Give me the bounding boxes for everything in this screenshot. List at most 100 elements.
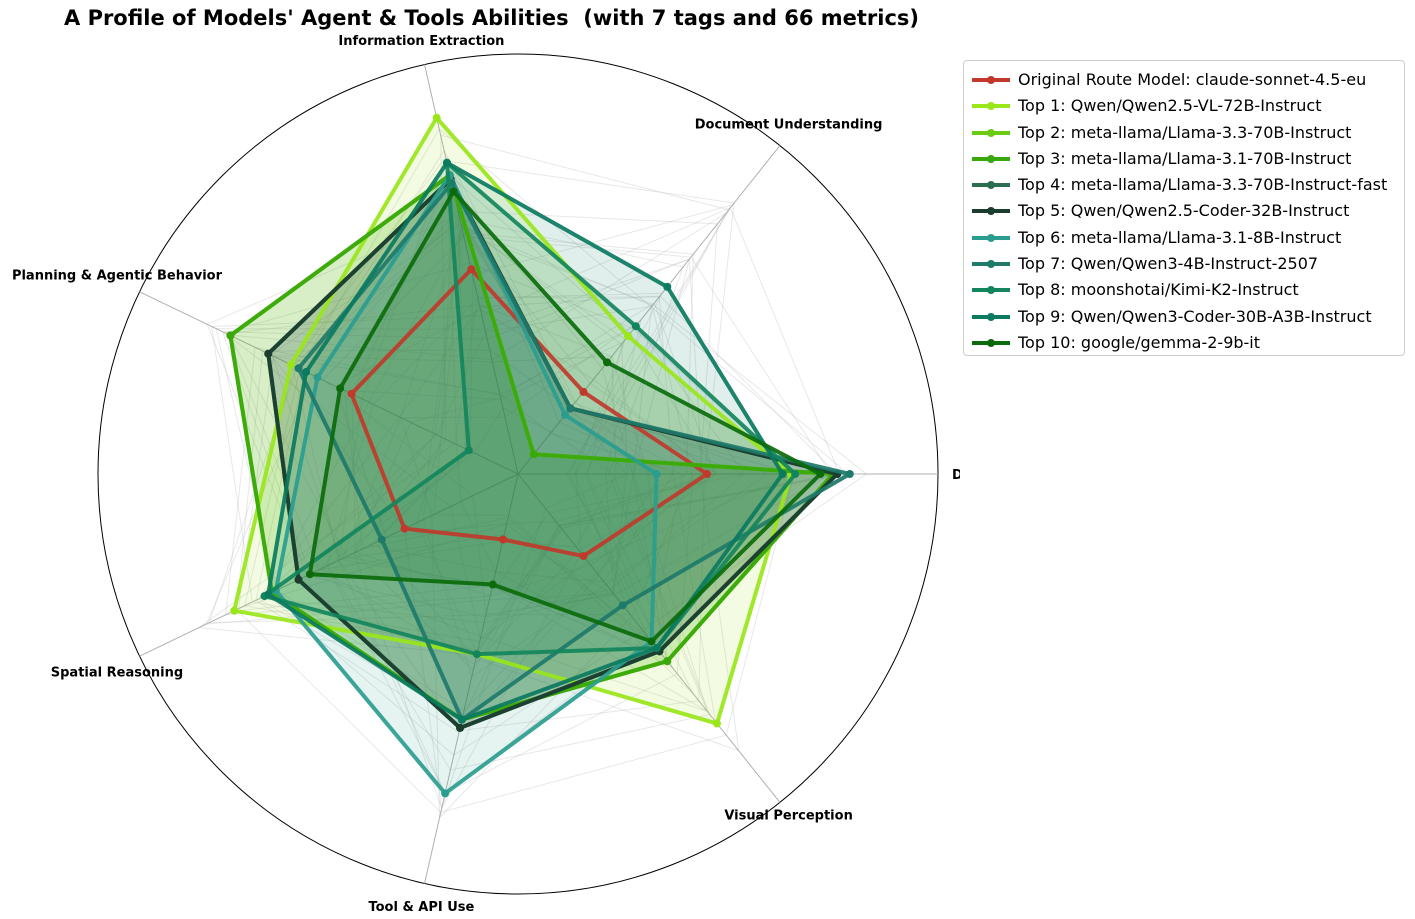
series-point xyxy=(457,715,466,724)
legend-item: Top 4: meta-llama/Llama-3.3-70B-Instruct… xyxy=(964,171,1404,197)
series-fill xyxy=(298,183,850,720)
series-point xyxy=(579,552,588,561)
series-point xyxy=(499,535,508,544)
background-trace xyxy=(259,305,653,624)
background-trace xyxy=(228,211,728,657)
series-point xyxy=(449,187,458,196)
legend-swatch xyxy=(972,207,1010,216)
series-point xyxy=(663,657,672,666)
series-point xyxy=(579,387,588,396)
legend-item: Top 10: google/gemma-2-9b-it xyxy=(964,329,1404,355)
axis-label: Tool & API Use xyxy=(368,900,474,915)
series-fill xyxy=(264,162,796,655)
series-point xyxy=(441,789,450,798)
series-point xyxy=(652,470,661,478)
legend-swatch xyxy=(972,76,1010,84)
legend-swatch xyxy=(972,260,1010,269)
series-point xyxy=(566,404,575,413)
series-point xyxy=(791,470,800,478)
series-point xyxy=(294,364,303,373)
chart-title: A Profile of Models' Agent & Tools Abili… xyxy=(64,6,920,30)
background-trace xyxy=(221,258,709,713)
background-trace xyxy=(270,221,629,809)
axis-spoke xyxy=(139,291,519,475)
axis-label: Spatial Reasoning xyxy=(51,665,183,680)
axis-label: Visual Perception xyxy=(724,808,852,823)
legend-item: Original Route Model: claude-sonnet-4.5-… xyxy=(964,66,1404,92)
series-point xyxy=(529,450,538,459)
series-point xyxy=(816,470,825,478)
series-point xyxy=(845,470,854,478)
legend-label: Top 8: moonshotai/Kimi-K2-Instruct xyxy=(1018,280,1299,300)
series-point xyxy=(336,384,345,393)
background-trace xyxy=(327,407,711,771)
legend-swatch xyxy=(972,128,1010,137)
series-point xyxy=(561,410,570,419)
axis-label-layer: Data & Chart Analysis Document Understand… xyxy=(12,34,960,915)
legend-label: Top 3: meta-llama/Llama-3.1-70B-Instruct xyxy=(1018,148,1352,168)
radar-chart: Data & Chart Analysis Document Understand… xyxy=(12,34,960,915)
legend-swatch xyxy=(972,286,1010,295)
legend-label: Top 5: Qwen/Qwen2.5-Coder-32B-Instruct xyxy=(1018,201,1350,221)
legend-swatch xyxy=(972,181,1010,190)
series-point xyxy=(226,331,235,340)
legend-swatch xyxy=(972,154,1010,163)
series-fill xyxy=(275,175,657,794)
background-trace xyxy=(422,223,769,678)
legend-item: Top 1: Qwen/Qwen2.5-VL-72B-Instruct xyxy=(964,92,1404,118)
series-line-layer xyxy=(226,113,854,798)
axis-spoke xyxy=(517,145,781,475)
series-line xyxy=(349,267,709,559)
series-point xyxy=(623,332,632,341)
series-point xyxy=(663,282,672,291)
series-line xyxy=(296,181,852,722)
series-point xyxy=(294,575,303,584)
legend-swatch xyxy=(972,233,1010,242)
series-point xyxy=(313,373,322,382)
series-point xyxy=(302,367,311,376)
series-line xyxy=(273,173,659,796)
series-line xyxy=(262,160,798,657)
series-point xyxy=(264,349,273,358)
axis-spoke xyxy=(517,473,781,803)
legend-label: Top 9: Qwen/Qwen3-Coder-30B-A3B-Instruct xyxy=(1018,306,1372,326)
series-fill xyxy=(268,179,838,728)
series-line xyxy=(228,173,835,722)
series-point xyxy=(442,158,451,167)
series-point xyxy=(286,360,295,369)
background-trace xyxy=(353,134,730,810)
legend-label: Top 1: Qwen/Qwen2.5-VL-72B-Instruct xyxy=(1018,96,1322,116)
series-point xyxy=(488,580,497,589)
series-point xyxy=(603,358,612,367)
series-point xyxy=(377,535,386,544)
legend-label: Original Route Model: claude-sonnet-4.5-… xyxy=(1018,70,1367,89)
series-point xyxy=(305,570,314,579)
background-trace xyxy=(322,235,832,615)
legend-swatch xyxy=(972,312,1010,321)
series-point xyxy=(652,644,661,653)
legend-item: Top 7: Qwen/Qwen3-4B-Instruct-2507 xyxy=(964,250,1404,276)
series-point xyxy=(647,637,656,646)
background-trace xyxy=(334,309,714,538)
series-line xyxy=(266,160,785,722)
legend-item: Top 6: meta-llama/Llama-3.1-8B-Instruct xyxy=(964,224,1404,250)
axis-label: Data & Chart Analysis xyxy=(952,468,960,483)
background-trace xyxy=(340,318,642,596)
background-trace xyxy=(320,225,718,666)
series-point xyxy=(264,590,273,599)
background-trace xyxy=(446,162,674,583)
legend-label: Top 4: meta-llama/Llama-3.3-70B-Instruct… xyxy=(1018,175,1388,195)
axis-label: Planning & Agentic Behavior xyxy=(12,269,223,284)
series-point xyxy=(464,446,473,455)
legend: Original Route Model: claude-sonnet-4.5-… xyxy=(963,60,1405,356)
legend-item: Top 5: Qwen/Qwen2.5-Coder-32B-Instruct xyxy=(964,197,1404,223)
legend-item: Top 8: moonshotai/Kimi-K2-Instruct xyxy=(964,276,1404,302)
series-point xyxy=(230,606,239,615)
series-point xyxy=(432,113,441,122)
legend-label: Top 6: meta-llama/Llama-3.1-8B-Instruct xyxy=(1018,227,1342,247)
series-point xyxy=(347,389,356,398)
series-line xyxy=(307,189,823,644)
background-trace xyxy=(374,210,740,752)
series-line xyxy=(232,115,793,726)
series-point xyxy=(400,524,409,533)
